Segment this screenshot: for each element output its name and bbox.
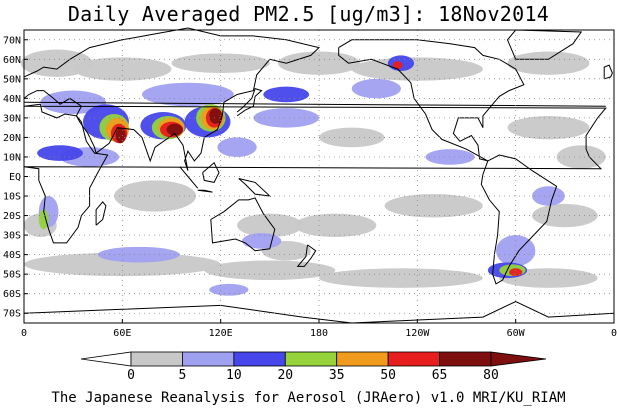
pm25-contour-patch <box>237 213 303 238</box>
colorbar-segment <box>439 351 492 367</box>
pm25-contour-patch <box>217 137 257 157</box>
longitude-tick-label: 60W <box>507 328 526 339</box>
pm25-contour-patch <box>319 268 483 288</box>
longitude-tick-label: 0 <box>611 328 617 339</box>
map-panel: 70N 60N 50N 40N 30N 20N 10N EQ 10S 20S 30S 40S 50S 60… <box>3 27 617 339</box>
longitude-axis: 0 60E 120E 180 120W 60W 0 <box>21 319 617 339</box>
pm25-contour-patch <box>114 180 197 212</box>
colorbar-level-label: 80 <box>483 368 499 383</box>
pm25-field <box>20 49 606 296</box>
pm25-contour-patch <box>241 233 282 249</box>
latitude-tick-label: 70N <box>3 35 21 46</box>
longitude-tick-label: 180 <box>310 328 328 339</box>
colorbar-level-label: 5 <box>179 368 187 383</box>
pm25-contour-patch <box>319 127 385 148</box>
coastline-segment <box>603 64 613 80</box>
longitude-tick-label: 120W <box>405 328 430 339</box>
pm25-contour-patch <box>166 123 183 136</box>
pm25-contour-patch <box>263 86 310 103</box>
latitude-tick-label: 20S <box>3 211 21 222</box>
coastline-segment <box>236 87 263 117</box>
pm25-contour-patch <box>425 149 475 165</box>
pm25-contour-patch <box>507 115 590 140</box>
map-title: Daily Averaged PM2.5 [ug/m3]: 18Nov2014 <box>67 2 550 26</box>
latitude-tick-label: 40N <box>3 94 21 105</box>
latitude-tick-label: 40S <box>3 250 21 261</box>
coastline-segment <box>202 162 220 183</box>
pm25-contour-patch <box>204 260 336 281</box>
latitude-tick-label: 60S <box>3 289 21 300</box>
colorbar-segment <box>387 351 440 367</box>
latitude-tick-label: 30S <box>3 231 21 242</box>
pm25-contour-patch <box>509 268 523 277</box>
pm25-contour-patch <box>209 283 249 296</box>
colorbar-level-label: 35 <box>329 368 345 383</box>
colorbar: 0 5 10 20 35 50 65 80 <box>80 351 547 383</box>
latitude-tick-label: 50S <box>3 270 21 281</box>
latitude-tick-label: 20N <box>3 133 21 144</box>
coastline-segment <box>338 39 525 162</box>
pm25-contour-patch <box>115 127 126 144</box>
colorbar-segment <box>130 351 183 367</box>
latitude-axis: 70N 60N 50N 40N 30N 20N 10N EQ 10S 20S 30S 40S 50S 60… <box>3 35 28 320</box>
colorbar-segment <box>182 351 235 367</box>
pm25-contour-patch <box>556 145 606 169</box>
longitude-tick-label: 120E <box>209 328 233 339</box>
latitude-tick-label: 10S <box>3 192 21 203</box>
pm25-contour-patch <box>507 51 590 75</box>
pm25-contour-patch <box>532 186 565 206</box>
latitude-tick-label: 30N <box>3 113 21 124</box>
pm25-contour-patch <box>97 246 180 263</box>
latitude-tick-label: 10N <box>3 152 21 163</box>
latitude-tick-label: EQ <box>9 172 21 183</box>
pm25-contour-patch <box>278 51 360 75</box>
coastlines <box>23 27 615 324</box>
colorbar-level-label: 65 <box>432 368 448 383</box>
colorbar-segment <box>336 351 389 367</box>
coastline-segment <box>296 244 317 267</box>
pm25-contour-patch <box>73 57 172 81</box>
coastline-segment <box>23 101 606 107</box>
coastline-segment <box>197 189 213 193</box>
colorbar-segment <box>284 351 338 367</box>
coastline-segment <box>506 29 583 60</box>
map-gridlines <box>23 30 615 323</box>
longitude-tick-label: 60E <box>113 328 131 339</box>
pm25-contour-patch <box>142 82 234 107</box>
pm25-contour-patch <box>171 53 270 73</box>
latitude-tick-label: 70S <box>3 309 21 320</box>
coastline-segment <box>210 197 276 252</box>
pm25-contour-patch <box>351 78 401 99</box>
pm25-contour-patch <box>253 108 319 128</box>
pm25-contour-patch <box>294 213 377 238</box>
pm25-contour-patch <box>384 194 483 218</box>
coastline-segment <box>238 178 272 197</box>
colorbar-segment <box>80 351 132 367</box>
pm25-contour-patch <box>392 61 403 70</box>
colorbar-segment <box>490 351 547 367</box>
colorbar-segment <box>233 351 286 367</box>
pm25-contour-patch <box>38 209 49 230</box>
colorbar-level-label: 20 <box>277 368 293 383</box>
pm25-contour-patch <box>209 108 223 124</box>
coastline-segment <box>23 103 607 244</box>
coastline-segment <box>179 166 199 189</box>
pm25-contour-patch <box>37 145 83 161</box>
coastline-segment <box>95 201 107 226</box>
latitude-tick-label: 50N <box>3 74 21 85</box>
footer-credit: The Japanese Reanalysis for Aerosol (JRA… <box>51 390 566 406</box>
colorbar-level-label: 50 <box>380 368 396 383</box>
coastline-segment <box>480 154 558 285</box>
colorbar-level-label: 0 <box>127 368 135 383</box>
latitude-tick-label: 60N <box>3 55 21 66</box>
colorbar-level-label: 10 <box>226 368 242 383</box>
longitude-tick-label: 0 <box>21 328 27 339</box>
pm25-contour-patch <box>351 57 483 81</box>
